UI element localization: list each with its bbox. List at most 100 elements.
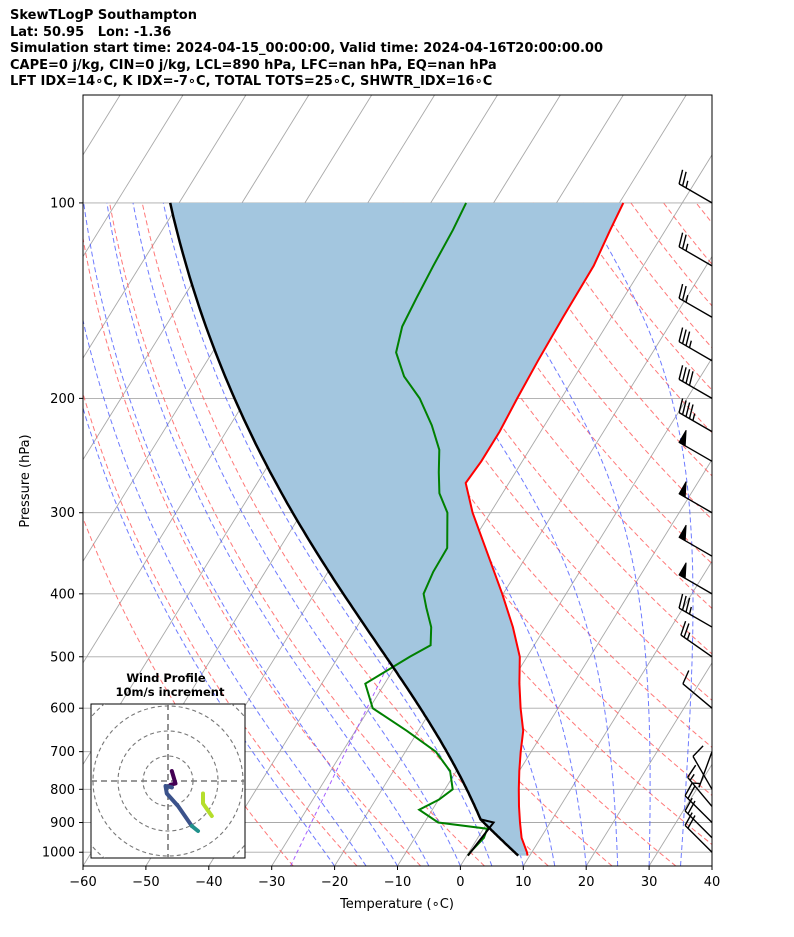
barb-half-feather	[692, 413, 696, 421]
hodograph-segment	[189, 824, 200, 833]
mixing-ratio-line	[290, 656, 393, 866]
barb-feather	[681, 285, 687, 301]
parcel-path-line	[168, 202, 520, 857]
parcel-lift-line	[467, 818, 496, 857]
barb-feather	[685, 331, 691, 346]
isotherm-line	[334, 255, 712, 866]
barb-half-feather	[689, 773, 695, 781]
x-tick-label: −50	[132, 875, 159, 890]
barb-feather	[692, 745, 704, 757]
barb-staff	[684, 824, 713, 853]
title-indices: LFT IDX=14∘C, K IDX=-7∘C, TOTAL TOTS=25∘…	[10, 74, 493, 89]
dry-adiabat-line	[109, 202, 485, 866]
wind-barb	[680, 620, 713, 658]
y-tick-label: 900	[50, 816, 75, 831]
barb-half-feather	[688, 606, 692, 615]
wind-barb	[678, 593, 713, 628]
wind-barb	[678, 398, 713, 433]
x-tick-label: 40	[704, 875, 721, 890]
barb-staff	[682, 683, 713, 709]
moist-adiabat-line	[83, 318, 367, 866]
hodograph-trace	[163, 769, 214, 833]
dewpoint-line	[364, 202, 489, 857]
moist-adiabat-line	[582, 202, 694, 866]
barb-staff	[678, 607, 713, 628]
y-tick-label: 700	[50, 745, 75, 760]
isotherm-line	[83, 95, 184, 258]
chart-title-block: SkewTLogP Southampton Lat: 50.95 Lon: -1…	[10, 8, 603, 91]
y-axis-label: Pressure (hPa)	[18, 434, 33, 527]
barb-feather	[681, 367, 687, 382]
barb-feather	[681, 234, 687, 249]
barb-staff	[678, 341, 713, 362]
barb-staff	[687, 776, 713, 807]
y-tick-label: 500	[50, 650, 75, 665]
barb-feather	[678, 365, 684, 380]
dry-adiabat-line	[565, 202, 712, 391]
barb-staff	[698, 751, 713, 788]
barb-feather	[681, 171, 687, 187]
barb-pennant	[678, 481, 687, 499]
barb-half-feather	[688, 340, 692, 348]
wind-barb	[678, 327, 713, 362]
barb-feather	[680, 620, 687, 636]
x-tick-label: −40	[195, 875, 222, 890]
x-tick-label: −10	[384, 875, 411, 890]
dry-adiabat-line	[500, 202, 712, 477]
dry-adiabat-line	[761, 203, 794, 866]
barb-feather	[683, 623, 690, 638]
barb-feather	[687, 785, 696, 799]
barb-feather	[684, 797, 693, 812]
isotherm-line	[522, 560, 712, 866]
y-tick-label: 300	[50, 506, 75, 521]
x-tick-label: −30	[258, 875, 285, 890]
dry-adiabat-line	[434, 202, 712, 565]
axes: −60 −50 −40 −30 −20 −10 0 10 20 30 40 100 200 300 400 5…	[42, 196, 720, 890]
wind-barb	[678, 562, 713, 595]
hodograph-segment	[201, 791, 214, 818]
isotherm-line	[648, 763, 712, 866]
barb-feather	[678, 398, 684, 413]
barb-half-feather	[685, 295, 689, 303]
isotherm-line	[83, 95, 247, 359]
moist-adiabat-line	[83, 406, 335, 866]
moist-adiabat-line	[83, 202, 398, 866]
dry-adiabat-line	[337, 202, 712, 701]
y-tick-label: 100	[50, 196, 75, 211]
x-tick-label: 30	[641, 875, 658, 890]
barb-feather	[678, 327, 684, 342]
title-cape: CAPE=0 j/kg, CIN=0 j/kg, LCL=890 hPa, LF…	[10, 57, 497, 73]
wind-barb	[678, 169, 713, 204]
dry-adiabat-line	[597, 202, 712, 349]
barb-feather	[685, 402, 691, 417]
isotherm-line	[460, 458, 712, 866]
hodograph-segment	[163, 784, 194, 828]
wind-barb	[684, 812, 713, 853]
barb-pennant	[678, 429, 687, 447]
wind-barb	[678, 283, 713, 318]
dry-adiabat-line	[83, 516, 294, 866]
dry-adiabat-line	[729, 203, 794, 866]
wind-barb	[678, 365, 713, 399]
barb-staff	[678, 297, 713, 318]
moist-adiabat-line	[367, 202, 619, 866]
barb-feather	[678, 593, 684, 609]
moist-adiabat-line	[459, 202, 651, 866]
x-tick-label: −60	[69, 875, 96, 890]
barb-half-feather	[685, 180, 689, 189]
dry-adiabat-line	[83, 235, 422, 866]
barb-staff	[680, 634, 713, 658]
barb-staff	[684, 795, 713, 824]
hodograph-title: Wind Profile	[126, 671, 206, 685]
isotherm-line	[271, 154, 712, 866]
barb-pennant	[678, 524, 687, 542]
barb-feather	[681, 400, 687, 415]
barb-feather	[678, 232, 684, 247]
barb-staff	[678, 183, 713, 204]
y-tick-label: 1000	[42, 846, 75, 861]
barb-feather	[684, 782, 693, 797]
moist-adiabat-line	[132, 202, 461, 866]
barb-pennant	[678, 562, 687, 580]
y-tick-label: 400	[50, 587, 75, 602]
x-tick-label: 0	[456, 875, 464, 890]
